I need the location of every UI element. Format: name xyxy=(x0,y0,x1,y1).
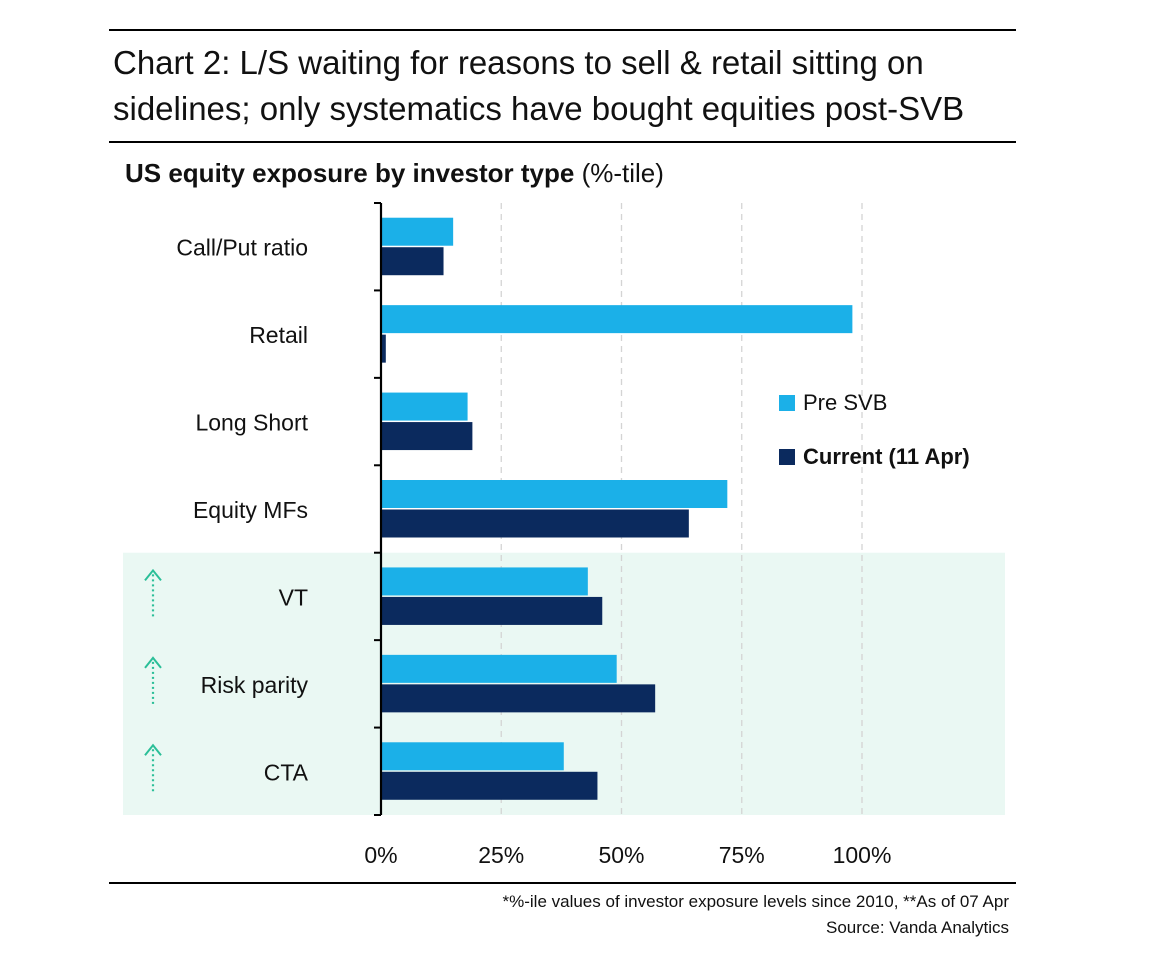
source-note: Source: Vanda Analytics xyxy=(825,918,1009,937)
chart-title: US equity exposure by investor type xyxy=(125,158,575,188)
bar-risk-parity-current xyxy=(381,684,656,713)
category-label-retail: Retail xyxy=(249,322,308,348)
legend-swatch-pre xyxy=(779,395,795,411)
bar-vt-pre xyxy=(381,567,588,596)
footer: *%-ile values of investor exposure level… xyxy=(503,889,1010,941)
up-arrow-icon xyxy=(144,743,162,794)
bottom-rule xyxy=(109,882,1016,884)
x-tick-label-100: 100% xyxy=(833,842,892,868)
bar-retail-pre xyxy=(381,305,853,334)
category-label-equity-mfs: Equity MFs xyxy=(193,497,308,523)
x-tick-label-0: 0% xyxy=(364,842,397,868)
page-title: Chart 2: L/S waiting for reasons to sell… xyxy=(113,44,965,127)
bar-risk-parity-pre xyxy=(381,654,617,683)
bar-cta-pre xyxy=(381,742,564,771)
bar-equity-mfs-current xyxy=(381,509,689,538)
footnote: *%-ile values of investor exposure level… xyxy=(502,892,1010,911)
bar-retail-current xyxy=(381,334,386,363)
arrow-head xyxy=(144,568,162,582)
arrow-head xyxy=(144,743,162,756)
x-tick-label-25: 25% xyxy=(478,842,524,868)
bar-call-put-ratio-pre xyxy=(381,217,454,246)
top-rule xyxy=(109,29,1016,31)
bar-vt-current xyxy=(381,596,603,625)
x-tick-label-50: 50% xyxy=(598,842,644,868)
bar-long-short-current xyxy=(381,422,473,451)
category-label-risk-parity: Risk parity xyxy=(201,672,309,698)
highlight-band xyxy=(123,552,1005,815)
arrow-head xyxy=(144,656,162,669)
category-label-long-short: Long Short xyxy=(195,410,308,436)
legend-swatch-current xyxy=(779,449,795,465)
bar-cta-current xyxy=(381,771,598,800)
x-tick-label-75: 75% xyxy=(719,842,765,868)
bar-long-short-pre xyxy=(381,392,468,421)
bar-equity-mfs-pre xyxy=(381,480,728,508)
legend-label-current: Current (11 Apr) xyxy=(803,444,970,469)
category-label-cta: CTA xyxy=(264,759,309,785)
chart-title-suffix: (%-tile) xyxy=(581,158,664,188)
chart-subtitle: US equity exposure by investor type (%-t… xyxy=(125,158,664,189)
up-arrow-icon xyxy=(144,568,162,619)
category-label-call-put-ratio: Call/Put ratio xyxy=(176,235,308,261)
title-rule xyxy=(109,141,1016,143)
bar-call-put-ratio-current xyxy=(381,247,444,276)
up-arrow-icon xyxy=(144,656,162,706)
category-label-vt: VT xyxy=(279,584,308,610)
legend-label-pre: Pre SVB xyxy=(803,390,887,415)
